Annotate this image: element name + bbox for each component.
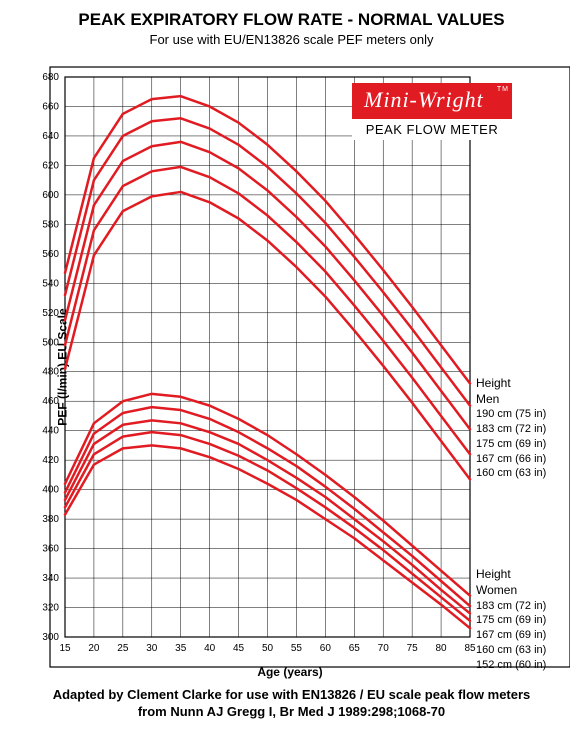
svg-text:540: 540: [42, 278, 59, 289]
legend-item: 175 cm (69 in): [476, 437, 546, 452]
product-name: PEAK FLOW METER: [352, 119, 512, 140]
svg-text:380: 380: [42, 514, 59, 525]
legend-men: Height Men 190 cm (75 in)183 cm (72 in)1…: [476, 375, 546, 482]
svg-text:520: 520: [42, 308, 59, 319]
legend-women: Height Women 183 cm (72 in)175 cm (69 in…: [476, 566, 546, 673]
svg-text:80: 80: [436, 643, 448, 654]
x-axis-label: Age (years): [257, 665, 322, 679]
svg-text:600: 600: [42, 190, 59, 201]
svg-text:420: 420: [42, 455, 59, 466]
legend-item: 167 cm (69 in): [476, 628, 546, 643]
svg-text:35: 35: [175, 643, 187, 654]
page-subtitle: For use with EU/EN13826 scale PEF meters…: [10, 32, 573, 47]
legend-item: 167 cm (66 in): [476, 452, 546, 467]
svg-text:320: 320: [42, 603, 59, 614]
legend-item: 190 cm (75 in): [476, 407, 546, 422]
svg-text:65: 65: [349, 643, 361, 654]
legend-item: 160 cm (63 in): [476, 466, 546, 481]
svg-text:360: 360: [42, 544, 59, 555]
svg-text:620: 620: [42, 160, 59, 171]
legend-item: 183 cm (72 in): [476, 422, 546, 437]
page-title: PEAK EXPIRATORY FLOW RATE - NORMAL VALUE…: [10, 10, 573, 30]
svg-text:70: 70: [378, 643, 390, 654]
legend-item: 152 cm (60 in): [476, 658, 546, 673]
svg-text:400: 400: [42, 485, 59, 496]
svg-text:440: 440: [42, 426, 59, 437]
svg-text:60: 60: [320, 643, 332, 654]
svg-text:40: 40: [204, 643, 216, 654]
svg-text:460: 460: [42, 396, 59, 407]
svg-text:680: 680: [42, 72, 59, 83]
svg-text:20: 20: [88, 643, 100, 654]
svg-text:25: 25: [117, 643, 129, 654]
svg-text:560: 560: [42, 249, 59, 260]
legend-item: 175 cm (69 in): [476, 613, 546, 628]
svg-text:500: 500: [42, 337, 59, 348]
svg-text:480: 480: [42, 367, 59, 378]
svg-text:75: 75: [407, 643, 419, 654]
svg-text:300: 300: [42, 632, 59, 643]
footer-citation: Adapted by Clement Clarke for use with E…: [10, 687, 573, 721]
svg-text:580: 580: [42, 219, 59, 230]
legend-item: 183 cm (72 in): [476, 599, 546, 614]
brand-name: Mini-Wright TM: [352, 83, 512, 119]
legend-women-title: Height Women: [476, 566, 546, 598]
chart-container: PEF (l/min) EU Scale 1520253035404550556…: [10, 57, 570, 677]
svg-text:50: 50: [262, 643, 274, 654]
trademark: TM: [497, 86, 509, 93]
svg-text:45: 45: [233, 643, 245, 654]
brand-logo: Mini-Wright TM PEAK FLOW METER: [352, 83, 512, 140]
svg-text:660: 660: [42, 101, 59, 112]
svg-text:55: 55: [291, 643, 303, 654]
svg-text:640: 640: [42, 131, 59, 142]
svg-text:15: 15: [59, 643, 71, 654]
legend-item: 160 cm (63 in): [476, 643, 546, 658]
legend-men-title: Height Men: [476, 375, 546, 407]
svg-text:340: 340: [42, 573, 59, 584]
svg-text:85: 85: [464, 643, 476, 654]
svg-text:30: 30: [146, 643, 158, 654]
